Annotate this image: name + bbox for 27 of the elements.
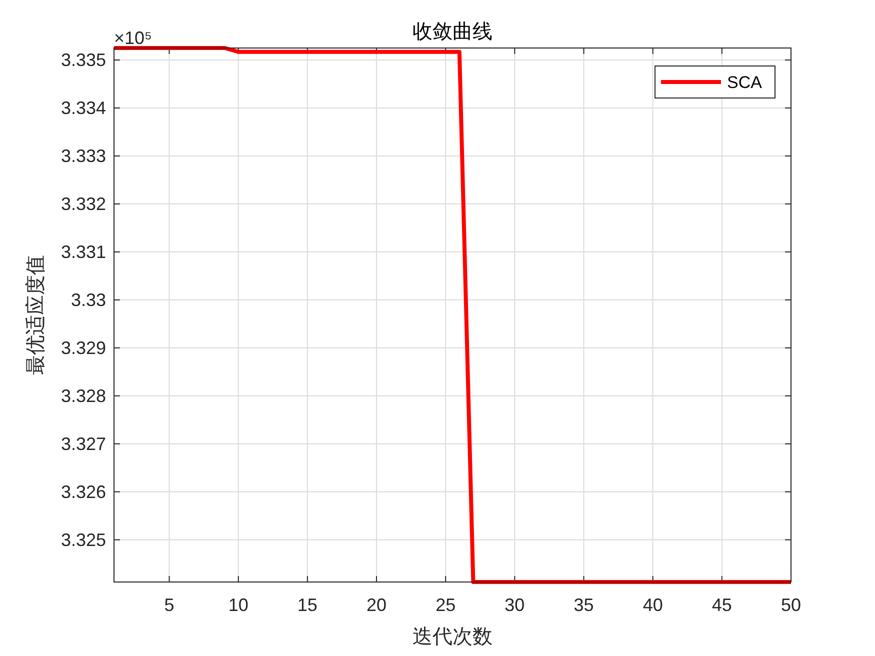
x-tick-label: 5 — [164, 595, 174, 615]
x-tick-label: 35 — [574, 595, 594, 615]
x-axis-title: 迭代次数 — [412, 626, 492, 648]
y-tick-label: 3.329 — [60, 338, 106, 358]
y-tick-label: 3.325 — [60, 530, 106, 550]
x-tick-label: 40 — [642, 595, 663, 615]
y-axis-title: 最优适应度值 — [25, 255, 47, 375]
legend-label: SCA — [727, 73, 763, 92]
x-tick-label: 15 — [297, 595, 318, 615]
x-tick-label: 50 — [780, 595, 802, 615]
text: ×10⁵ — [114, 28, 152, 48]
y-tick-label: 3.33 — [70, 290, 106, 310]
x-tick-label: 25 — [436, 595, 456, 615]
x-tick-label: 30 — [504, 595, 525, 615]
y-tick-label: 3.334 — [60, 98, 106, 118]
legend: SCA — [654, 66, 776, 98]
y-tick-label: 3.327 — [60, 434, 106, 454]
y-tick-label: 3.331 — [60, 242, 106, 262]
x-tick-label: 45 — [712, 595, 732, 615]
y-tick-label: 3.333 — [60, 146, 106, 166]
x-tick-label: 10 — [228, 595, 248, 615]
y-tick-label: 3.328 — [60, 386, 106, 406]
x-tick-label: 20 — [366, 595, 387, 615]
chart-title: 收敛曲线 — [412, 21, 492, 43]
y-tick-label: 3.332 — [60, 194, 106, 214]
y-tick-label: 3.335 — [60, 50, 106, 70]
y-tick-label: 3.326 — [60, 482, 106, 502]
